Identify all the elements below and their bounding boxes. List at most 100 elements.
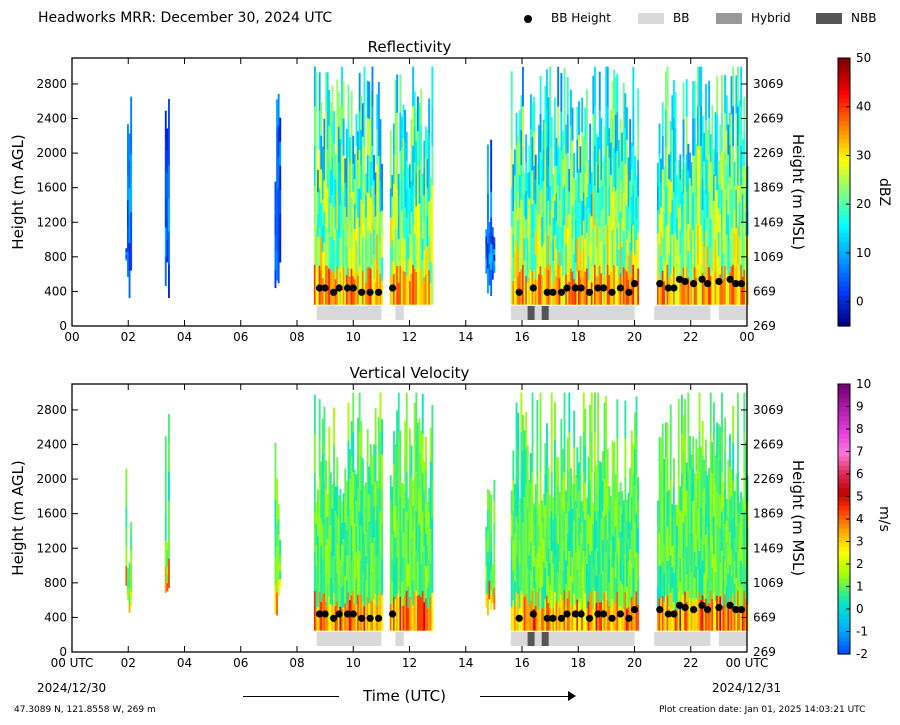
x-tick-label: 02 — [121, 330, 136, 344]
bb-height-point — [616, 284, 625, 292]
y-tick-label-right: 269 — [753, 645, 776, 659]
y-tick-label-right: 669 — [753, 284, 776, 298]
bb-height-point — [529, 284, 537, 292]
x-tick-label: 20 — [627, 656, 642, 670]
panel-title: Reflectivity — [368, 38, 452, 56]
bb-height-point — [571, 284, 580, 292]
bb-height-legend-marker — [524, 15, 532, 23]
bb-type-bar-bb — [718, 632, 747, 646]
location-text: 47.3089 N, 121.8558 W, 269 m — [14, 705, 156, 715]
colorbar-tick-label: 3 — [856, 535, 864, 549]
bb-height-point — [675, 275, 684, 283]
y-tick-label: 2800 — [36, 77, 67, 91]
colorbar-frame — [837, 57, 851, 327]
y-tick-label: 1600 — [36, 507, 67, 521]
bb-type-bar-bb — [395, 632, 404, 646]
bb-height-point — [563, 284, 571, 292]
bb-height-point — [664, 284, 672, 292]
x-tick-label: 12 — [402, 656, 417, 670]
bb-height-point — [625, 614, 633, 622]
bb-height-point — [608, 288, 616, 296]
x-tick-label: 20 — [627, 330, 642, 344]
bb-height-point — [664, 610, 672, 618]
hybrid-legend-swatch — [716, 13, 742, 24]
bb-height-point — [321, 284, 329, 292]
bb-height-point — [577, 284, 585, 292]
y-tick-label-right: 1469 — [753, 215, 784, 229]
bb-height-point — [330, 288, 338, 296]
y-axis-label-right: Height (m MSL) — [789, 134, 807, 250]
y-tick-label: 400 — [44, 284, 67, 298]
y-tick-label: 2400 — [36, 438, 67, 452]
bb-height-point — [557, 614, 566, 622]
colorbar-tick-label: 10 — [856, 246, 871, 260]
bb-type-bar-nbb — [527, 632, 535, 646]
bb-height-point — [698, 601, 706, 609]
bb-height-point — [600, 284, 608, 292]
bb-height-point — [690, 606, 698, 614]
x-tick-label: 00 UTC — [51, 656, 94, 670]
colorbar-tick-label: 2 — [856, 557, 864, 571]
bb-height-point — [737, 606, 746, 614]
bb-height-point — [515, 614, 523, 622]
x-tick-label: 08 — [289, 330, 304, 344]
x-axis-label: Time (UTC) — [363, 687, 446, 705]
bb-legend-swatch — [638, 13, 664, 24]
y-tick-label: 1200 — [36, 215, 67, 229]
bb-height-point — [515, 288, 523, 296]
colorbar-tick-label: 1 — [856, 580, 864, 594]
bb-height-point — [549, 614, 557, 622]
x-tick-label: 22 — [683, 330, 698, 344]
y-tick-label: 2000 — [36, 472, 67, 486]
bb-type-bar-bb — [654, 632, 711, 646]
start-date-label: 2024/12/30 — [37, 681, 107, 695]
bb-height-point — [330, 614, 338, 622]
bb-height-point — [715, 603, 723, 612]
colorbar-tick-label: 40 — [856, 100, 871, 114]
bb-height-point — [690, 280, 698, 288]
colorbar-tick-label: 8 — [856, 422, 864, 436]
legend-label-nbb: NBB — [851, 11, 877, 25]
colorbar-tick-label: 0 — [856, 602, 864, 616]
bb-height-point — [656, 606, 664, 614]
y-tick-label: 0 — [59, 645, 67, 659]
bb-height-point — [563, 610, 571, 618]
echo-field — [125, 66, 749, 305]
end-date-label: 2024/12/31 — [712, 681, 782, 695]
bb-height-point — [375, 288, 383, 296]
x-tick-label: 00 — [739, 330, 754, 344]
bb-height-point — [349, 284, 357, 292]
y-tick-label: 1600 — [36, 181, 67, 195]
bb-type-bar-nbb — [527, 306, 535, 320]
bb-height-point — [608, 614, 616, 622]
bb-height-point — [344, 610, 352, 618]
y-tick-label-right: 3069 — [753, 77, 784, 91]
y-tick-label-right: 1469 — [753, 541, 784, 555]
bb-height-point — [625, 288, 633, 296]
y-tick-label-right: 2269 — [753, 472, 784, 486]
y-tick-label-right: 1869 — [753, 507, 784, 521]
bb-height-point — [577, 610, 585, 618]
colorbar-label: dBZ — [876, 178, 892, 206]
nbb-legend-swatch — [816, 13, 842, 24]
y-tick-label-right: 1069 — [753, 250, 784, 264]
colorbar-tick-label: 20 — [856, 197, 871, 211]
y-axis-label-right: Height (m MSL) — [789, 460, 807, 576]
bb-height-point — [349, 610, 357, 618]
x-tick-label: 00 UTC — [726, 656, 769, 670]
x-tick-label: 04 — [177, 656, 192, 670]
bb-height-point — [335, 284, 343, 292]
x-tick-label: 10 — [346, 656, 361, 670]
bb-height-point — [737, 280, 746, 288]
bb-height-point — [656, 280, 664, 288]
colorbar-tick-label: 30 — [856, 148, 871, 162]
bb-height-point — [732, 280, 740, 288]
bb-height-point — [732, 606, 740, 614]
x-tick-label: 14 — [458, 656, 473, 670]
x-tick-label: 08 — [289, 656, 304, 670]
bb-height-point — [375, 614, 383, 622]
y-tick-label: 1200 — [36, 541, 67, 555]
bb-height-point — [344, 284, 352, 292]
